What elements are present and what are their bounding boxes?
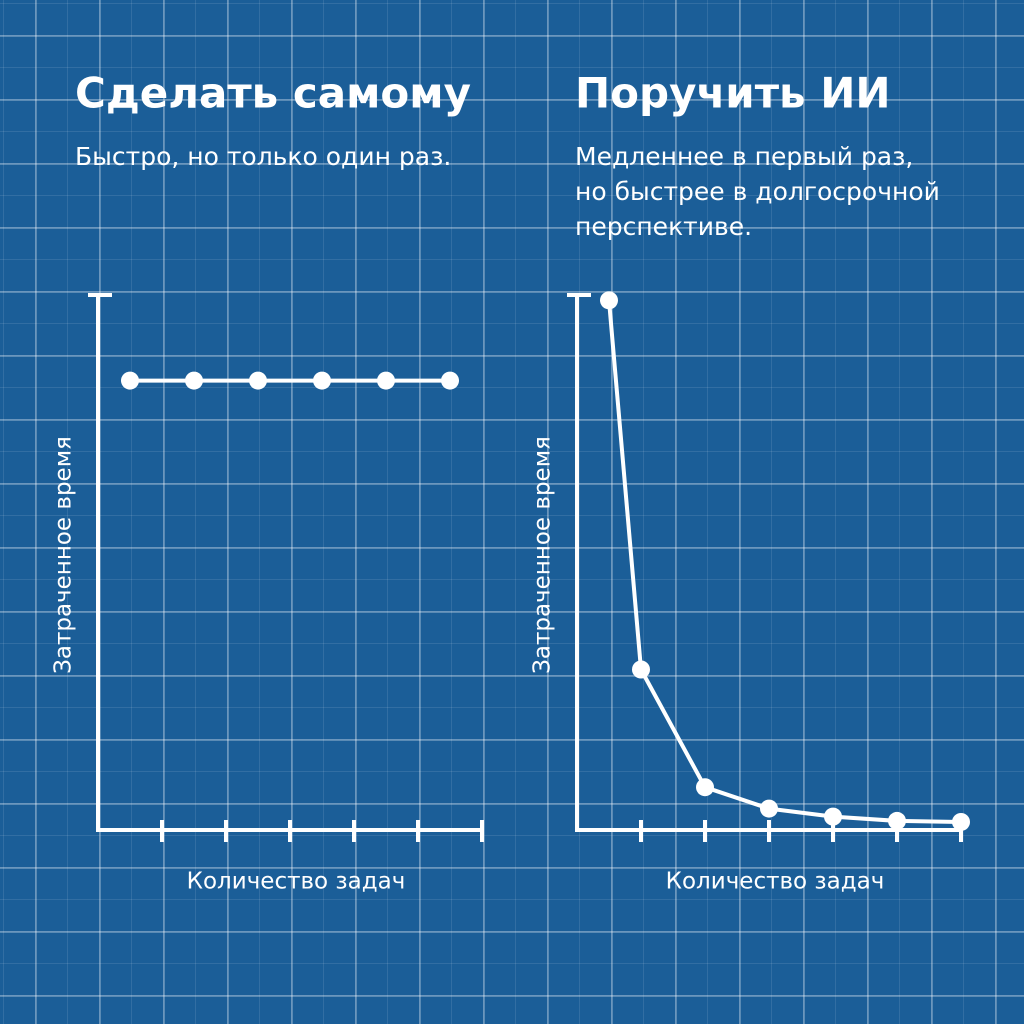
data-line bbox=[607, 300, 962, 824]
data-point bbox=[888, 811, 906, 830]
data-point bbox=[313, 371, 331, 390]
y-axis-label: Затраченное время bbox=[51, 436, 77, 674]
data-point bbox=[760, 799, 778, 818]
data-point bbox=[121, 371, 139, 390]
chart-title: Поручить ИИ bbox=[575, 69, 891, 118]
chart-subtitle: перспективе. bbox=[575, 212, 752, 241]
x-axis-label: Количество задач bbox=[187, 869, 406, 895]
data-point bbox=[696, 778, 714, 797]
data-point bbox=[632, 660, 650, 679]
data-point bbox=[377, 371, 395, 390]
data-point bbox=[441, 371, 459, 390]
chart-title: Сделать самому bbox=[75, 69, 471, 118]
data-point bbox=[249, 371, 267, 390]
y-axis-label: Затраченное время bbox=[530, 436, 556, 674]
data-point bbox=[952, 812, 970, 831]
x-axis-label: Количество задач bbox=[666, 869, 885, 895]
data-point bbox=[600, 291, 618, 310]
data-point bbox=[824, 807, 842, 826]
data-point bbox=[185, 371, 203, 390]
chart-subtitle: но быстрее в долгосрочной bbox=[575, 177, 940, 206]
chart-subtitle: Быстро, но только один раз. bbox=[75, 142, 451, 171]
chart-subtitle: Медленнее в первый раз, bbox=[575, 142, 913, 171]
